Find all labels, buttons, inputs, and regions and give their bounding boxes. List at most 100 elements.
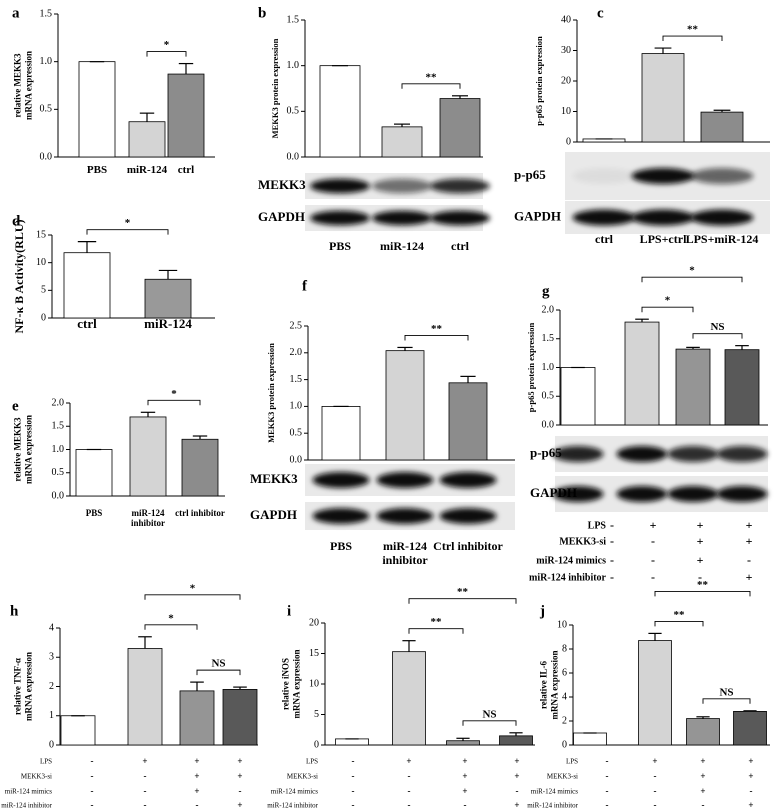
y-tick-label: 10 [36, 257, 46, 268]
treatment-name: miR-124 mimics [5, 788, 53, 796]
treatment-name: LPS [306, 758, 318, 766]
panel-letter: d [12, 213, 21, 229]
x-tick-label: ctrl [77, 317, 96, 331]
error-bar [713, 109, 731, 113]
significance-bracket: ** [408, 616, 464, 634]
error-bar [397, 346, 413, 351]
y-tick-label: 1.0 [290, 401, 303, 412]
significance-label: * [168, 612, 174, 624]
treatment-name: LPS [40, 758, 52, 766]
treatment-sign: - [144, 771, 147, 781]
bar [686, 718, 720, 746]
y-tick-label: 0 [49, 739, 54, 750]
significance-bracket: ** [408, 586, 517, 604]
blot-band [310, 178, 370, 194]
panel-letter: f [302, 278, 308, 294]
treatment-sign: - [352, 756, 355, 766]
significance-bracket: NS [462, 708, 517, 726]
y-tick-label: 0.5 [40, 104, 53, 115]
error-bar [456, 737, 470, 741]
significance-label: * [164, 39, 170, 51]
y-tick-label: 20 [309, 617, 319, 628]
y-tick-label: 1.0 [287, 60, 300, 71]
y-tick-label: 0.0 [542, 419, 555, 430]
y-tick-label: 1.0 [40, 56, 53, 67]
panel-letter: g [542, 283, 550, 299]
treatment-name: MEKK3-si [21, 773, 52, 781]
blot-band [631, 209, 695, 226]
y-tick-label: 0.0 [287, 151, 300, 162]
treatment-sign: + [700, 756, 705, 766]
bracket-line [144, 594, 241, 600]
bracket-line [662, 35, 723, 42]
significance-bracket: ** [654, 579, 751, 597]
significance-bracket: * [144, 612, 198, 630]
treatment-sign: - [654, 771, 657, 781]
treatment-name: miR-124 mimics [271, 788, 319, 796]
treatment-name: MEKK3-si [559, 536, 606, 547]
y-axis-label: relative MEKK3 [13, 417, 23, 482]
y-tick-label: 0.5 [542, 391, 555, 402]
treatment-sign: - [352, 771, 355, 781]
y-tick-label: 30 [561, 45, 571, 56]
treatment-sign: - [91, 771, 94, 781]
significance-bracket: ** [654, 609, 704, 627]
blot-band [430, 210, 490, 226]
significance-bracket: ** [401, 71, 461, 89]
y-tick-label: 1.5 [52, 421, 65, 432]
bar [638, 640, 672, 746]
bar [78, 61, 116, 158]
significance-label: NS [710, 321, 724, 333]
treatment-sign: - [144, 800, 147, 810]
significance-label: * [665, 295, 671, 307]
treatment-sign: - [352, 786, 355, 796]
treatment-sign: - [610, 553, 614, 567]
error-bar [178, 62, 194, 75]
significance-label: * [689, 265, 695, 277]
bar [128, 121, 166, 158]
y-axis-label: mRNA expression [24, 415, 34, 484]
treatment-name: miR-124 inhibitor [529, 572, 607, 583]
treatment-sign: + [514, 800, 519, 810]
treatment-sign: - [408, 771, 411, 781]
treatment-name: LPS [566, 758, 578, 766]
significance-label: ** [431, 616, 443, 628]
blot-band [552, 446, 604, 462]
treatment-sign: + [194, 786, 199, 796]
y-tick-label: 4 [562, 691, 567, 702]
y-axis-label: mRNA expression [292, 649, 302, 718]
x-tick-label: PBS [330, 540, 352, 553]
significance-bracket: * [147, 388, 201, 406]
treatment-sign: + [746, 534, 753, 548]
x-tick-label: miR-124 [127, 164, 167, 176]
bar [75, 449, 113, 497]
blot-band [439, 472, 497, 488]
significance-label: ** [687, 24, 699, 36]
category-label: PBS [328, 240, 351, 253]
y-axis-label: mRNA expression [24, 51, 34, 120]
treatment-sign: + [462, 756, 467, 766]
error-bar [686, 346, 700, 350]
category-label: miR-124 [144, 317, 192, 331]
significance-bracket: NS [702, 686, 751, 704]
significance-bracket: ** [662, 24, 723, 42]
blot-band [616, 446, 668, 462]
bracket-line [86, 229, 169, 235]
y-tick-label: 1.5 [40, 8, 53, 19]
bar [700, 111, 744, 143]
blot-band [430, 178, 490, 194]
treatment-name: MEKK3-si [547, 773, 578, 781]
significance-label: ** [697, 579, 709, 591]
x-tick-label: miR-124 [380, 240, 424, 253]
category-label: miR-124 inhibitor [382, 540, 428, 567]
treatment-sign: - [464, 800, 467, 810]
x-tick-label: ctrl [178, 164, 194, 176]
significance-bracket: * [86, 217, 169, 235]
bar [385, 350, 425, 461]
bracket-line [401, 83, 461, 89]
y-axis-label: relative iNOS [281, 658, 291, 710]
y-tick-label: 0 [314, 739, 319, 750]
y-axis-label: mRNA expression [24, 652, 34, 721]
blot-band [572, 168, 636, 184]
y-axis-label: MEKK3 protein expression [270, 38, 280, 138]
